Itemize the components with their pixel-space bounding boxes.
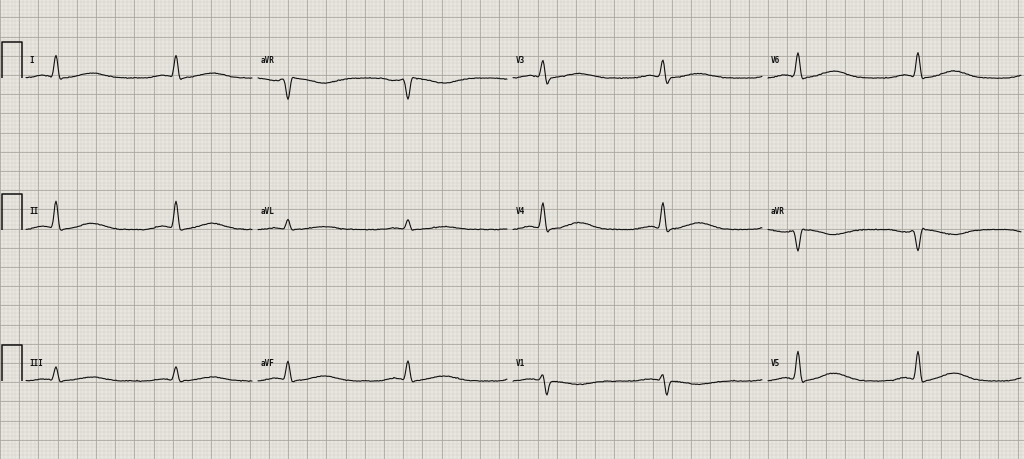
Text: III: III xyxy=(29,359,43,368)
Text: V4: V4 xyxy=(516,207,525,217)
Text: aVF: aVF xyxy=(261,359,274,368)
Text: aVR: aVR xyxy=(261,56,274,65)
Text: V1: V1 xyxy=(516,359,525,368)
Text: V5: V5 xyxy=(771,359,780,368)
Text: II: II xyxy=(29,207,38,217)
Text: I: I xyxy=(29,56,34,65)
Text: V3: V3 xyxy=(516,56,525,65)
Text: aVR: aVR xyxy=(771,207,784,217)
Text: aVL: aVL xyxy=(261,207,274,217)
Text: V6: V6 xyxy=(771,56,780,65)
